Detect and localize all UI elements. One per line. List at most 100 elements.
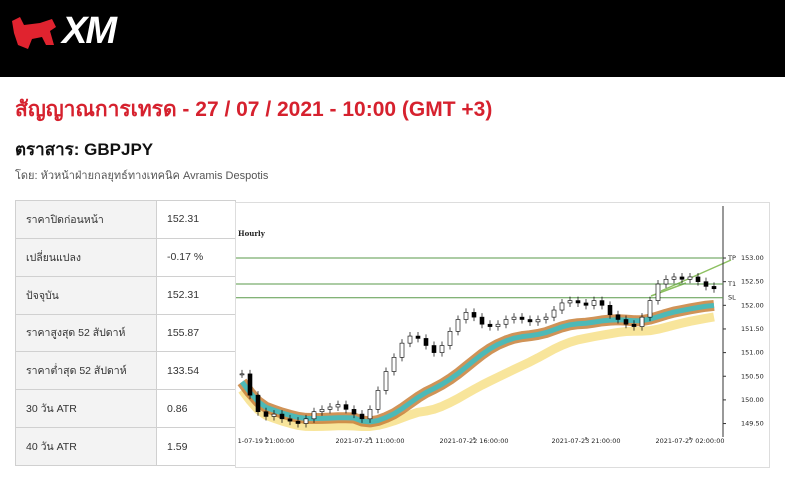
candle [583,302,589,306]
candle [575,300,581,304]
label-cell: 30 วัน ATR [15,389,157,429]
table-row: 40 วัน ATR 1.59 [15,427,236,466]
candle [287,418,293,422]
candle [255,394,261,413]
y-tick-label: 151.50 [741,325,764,333]
candle [535,319,541,323]
value-cell: 1.59 [156,427,236,466]
candle [359,413,365,420]
candle [711,286,717,290]
candle [623,319,629,325]
candle [367,409,373,420]
candle [679,276,685,280]
candle [687,276,693,280]
target-arrow [660,259,732,292]
candle [423,338,429,346]
candle [455,319,461,332]
y-tick-label: 150.00 [741,396,764,404]
candle [671,276,677,280]
candle [695,276,701,282]
candle [703,281,709,287]
candle [567,300,573,304]
candle [615,314,621,320]
x-tick-label: 2021-07-21 11:00:00 [335,437,404,445]
candle [599,300,605,306]
candle [495,323,501,327]
label-cell: ราคาสูงสุด 52 สัปดาห์ [15,313,157,353]
label-cell: ราคาปิดก่อนหน้า [15,200,157,239]
candle [479,316,485,325]
value-cell: 152.31 [156,275,236,315]
level-label: TP [727,254,736,262]
candle [263,411,269,417]
table-row: ราคาต่ำสุด 52 สัปดาห์ 133.54 [15,351,236,391]
logo[interactable]: XM [62,10,117,52]
value-cell: 0.86 [156,389,236,429]
x-tick-label: 2021-07-23 21:00:00 [551,437,620,445]
label-cell: ราคาต่ำสุด 52 สัปดาห์ [15,351,157,391]
table-row: ปัจจุบัน 152.31 [15,275,236,315]
candle [439,345,445,353]
table-row: ราคาปิดก่อนหน้า 152.31 [15,200,236,239]
ma-band [240,302,715,425]
candle [519,316,525,320]
stats-table: ราคาปิดก่อนหน้า 152.31 เปลี่ยนแปลง -0.17 % ป… [15,200,236,466]
candle [639,316,645,327]
x-tick-label: 2021-07-27 02:00:00 [655,437,724,445]
candle [551,309,557,318]
candle [543,316,549,320]
candle [415,335,421,339]
label-cell: 40 วัน ATR [15,427,157,466]
candle [295,420,301,424]
level-label: T1 [727,280,736,288]
y-tick-label: 150.50 [741,372,764,380]
ma-band [238,312,715,432]
candle [311,411,317,420]
candle [471,312,477,318]
candle [655,283,661,301]
candle [319,409,325,413]
candle [327,406,333,410]
candle [399,342,405,358]
y-tick-label: 149.50 [741,420,764,428]
table-row: ราคาสูงสุด 52 สัปดาห์ 155.87 [15,313,236,353]
header: XM [0,0,785,77]
candle [343,404,349,410]
candle [247,373,253,396]
candle [391,357,397,372]
y-tick-label: 151.00 [741,349,764,357]
candle [503,319,509,325]
candle [407,335,413,344]
candle [487,323,493,327]
table-row: 30 วัน ATR 0.86 [15,389,236,429]
candle [463,312,469,320]
chart: Hourly 149.50 150.00 150.50 151.00 151.50 152… [235,202,770,468]
candle [335,404,341,408]
y-tick-label: 152.00 [741,301,764,309]
author: โดย: หัวหน้าฝ่ายกลยุทธ์ทางเทคนิค Avramis… [15,170,269,182]
candle [383,371,389,391]
candle [607,305,613,316]
candle [375,390,381,410]
label-cell: ปัจจุบัน [15,275,157,315]
candle [647,300,653,318]
level-label: SL [728,294,736,302]
ma-bands [237,299,715,432]
x-tick-label: 2021-07-22 16:00:00 [439,437,508,445]
y-tick-label: 153.00 [741,254,764,262]
candle [351,409,357,415]
label-cell: เปลี่ยนแปลง [15,237,157,277]
logo-icon [12,17,56,49]
candle [527,319,533,323]
candle [279,413,285,420]
candle [663,279,669,285]
candle [447,331,453,346]
value-cell: 155.87 [156,313,236,353]
candle [271,413,277,417]
candle [239,373,245,376]
candle [431,345,437,353]
page-title: สัญญาณการเทรด - 27 / 07 / 2021 - 10:00 (… [15,98,493,121]
value-cell: -0.17 % [156,237,236,277]
candle [511,316,517,320]
